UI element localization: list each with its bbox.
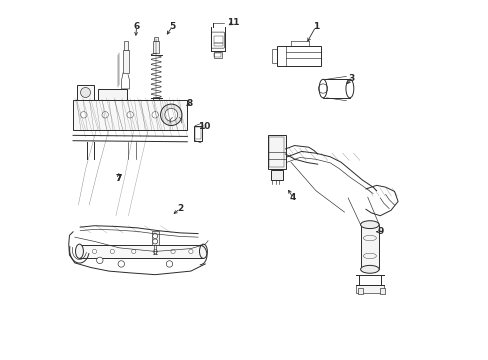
Bar [154, 37, 158, 41]
Bar [213, 53, 221, 58]
Circle shape [171, 249, 175, 253]
Bar [73, 100, 187, 130]
Bar [214, 53, 221, 57]
Text: 7: 7 [115, 174, 122, 183]
Circle shape [164, 108, 177, 121]
Bar [213, 36, 223, 43]
Ellipse shape [319, 79, 326, 98]
Bar [193, 126, 202, 141]
Text: 1: 1 [312, 22, 318, 31]
Circle shape [118, 261, 124, 267]
Text: 7: 7 [115, 174, 122, 183]
Circle shape [152, 112, 158, 118]
Text: 9: 9 [376, 227, 383, 236]
Circle shape [152, 239, 157, 244]
Bar [194, 127, 201, 139]
Bar [77, 85, 94, 100]
Bar [276, 46, 321, 66]
Ellipse shape [75, 244, 83, 258]
Ellipse shape [199, 244, 207, 258]
Circle shape [92, 249, 97, 253]
Bar [151, 231, 159, 245]
Bar [355, 285, 384, 293]
Text: 10: 10 [198, 122, 210, 131]
Bar [153, 41, 159, 53]
Bar [272, 49, 277, 63]
Circle shape [153, 249, 157, 253]
Text: 8: 8 [185, 99, 192, 108]
Circle shape [81, 112, 87, 118]
Circle shape [160, 104, 182, 126]
Bar [124, 41, 127, 50]
Circle shape [188, 249, 193, 253]
Circle shape [81, 87, 90, 98]
Circle shape [173, 112, 180, 118]
Text: 3: 3 [348, 74, 354, 83]
Bar [123, 50, 128, 73]
Ellipse shape [345, 79, 353, 98]
Ellipse shape [360, 265, 378, 273]
Circle shape [166, 261, 172, 267]
Bar [267, 135, 285, 169]
Text: 5: 5 [169, 22, 175, 31]
Text: 6: 6 [133, 22, 140, 31]
Circle shape [97, 257, 103, 264]
Bar [379, 288, 384, 294]
Bar [323, 79, 349, 98]
Text: 4: 4 [289, 193, 296, 202]
Text: 11: 11 [226, 18, 239, 27]
Circle shape [110, 249, 114, 253]
Bar [357, 288, 362, 294]
Bar [213, 43, 223, 46]
Bar [270, 170, 282, 180]
Bar [98, 89, 126, 100]
Bar [153, 97, 159, 111]
Bar [172, 103, 179, 117]
Ellipse shape [360, 221, 378, 229]
Bar [80, 245, 203, 257]
Circle shape [102, 112, 108, 118]
Circle shape [152, 234, 157, 239]
Bar [268, 137, 284, 167]
Bar [360, 225, 378, 269]
Text: 2: 2 [177, 204, 183, 213]
Circle shape [131, 249, 136, 253]
Circle shape [127, 112, 133, 118]
